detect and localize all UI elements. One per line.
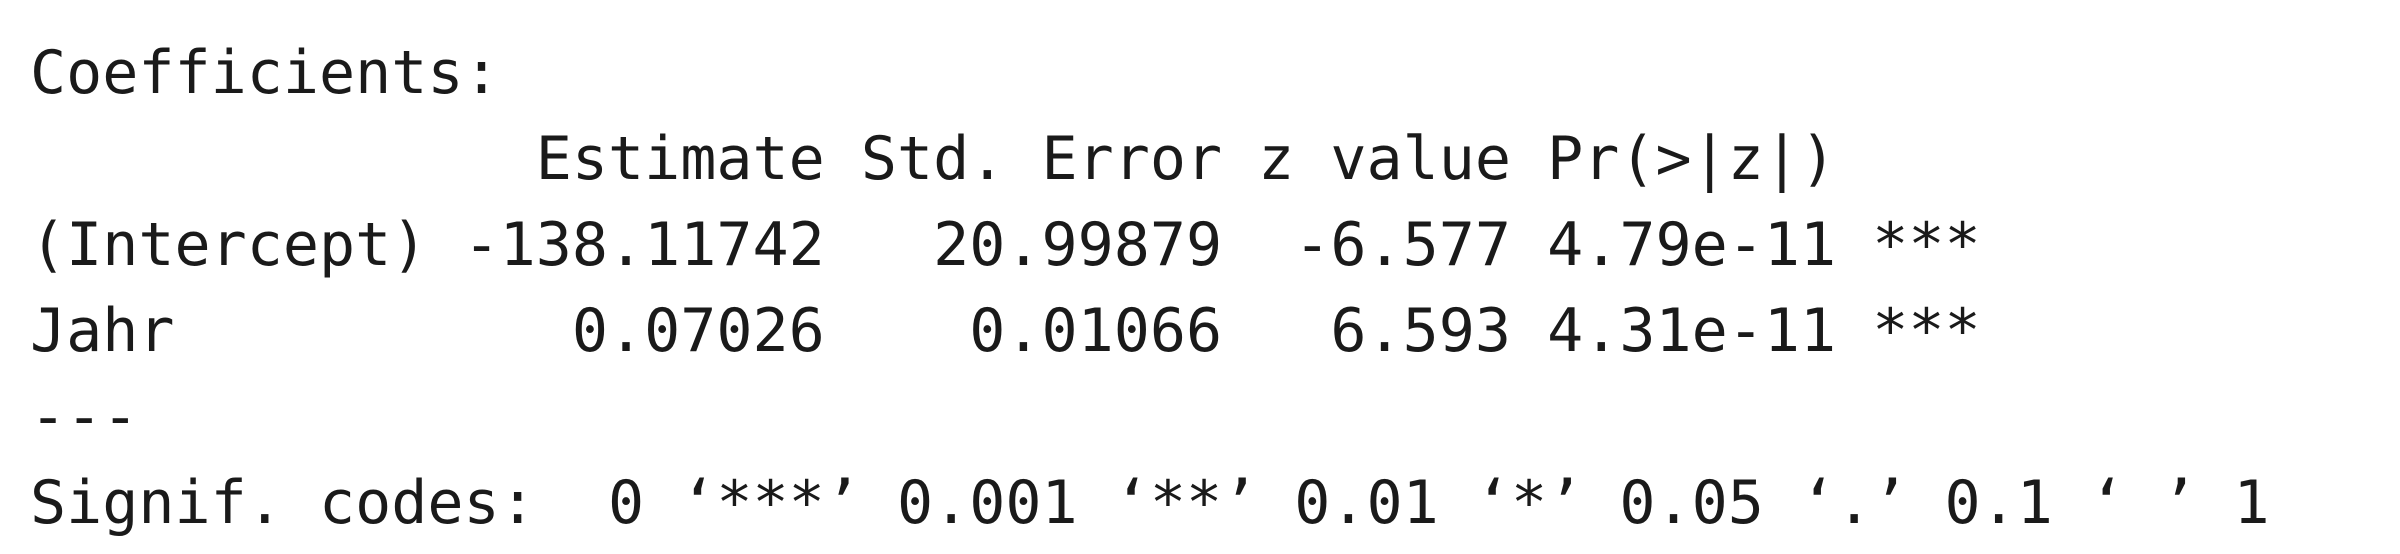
coefficient-row-jahr: Jahr 0.07026 0.01066 6.593 4.31e-11 ***: [30, 296, 1981, 366]
coefficients-heading: Coefficients:: [30, 38, 500, 108]
signif-codes-legend: Signif. codes: 0 ‘***’ 0.001 ‘**’ 0.01 ‘…: [30, 468, 2270, 538]
coefficients-table-header: Estimate Std. Error z value Pr(>|z|): [30, 124, 1981, 194]
separator-line: ---: [30, 382, 139, 452]
coefficient-row-intercept: (Intercept) -138.11742 20.99879 -6.577 4…: [30, 210, 1981, 280]
r-console-output: Coefficients: Estimate Std. Error z valu…: [30, 30, 2270, 546]
